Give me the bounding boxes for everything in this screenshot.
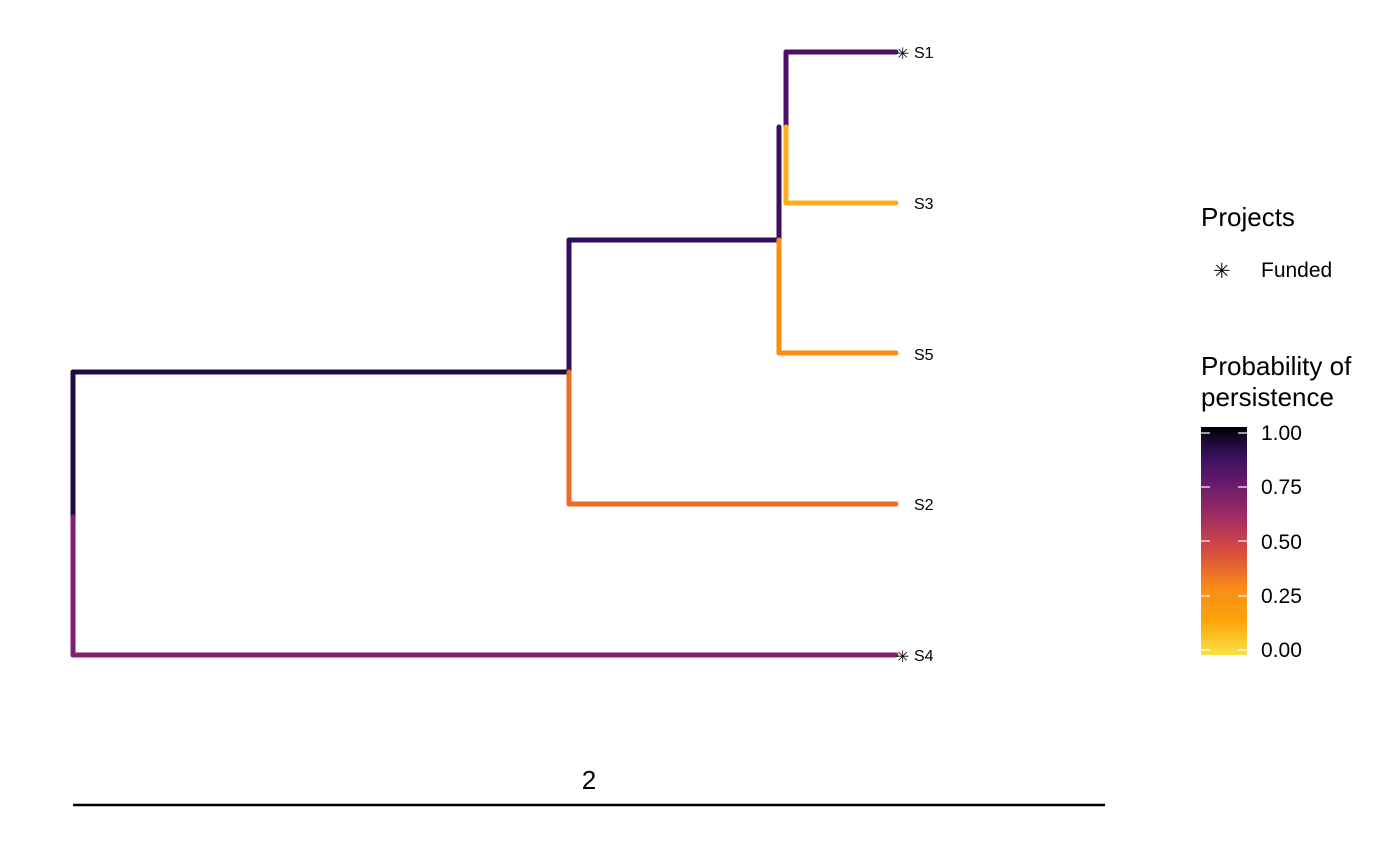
colorbar-tick-label-0.75: 0.75	[1261, 476, 1302, 499]
colorbar-tick-label-0.50: 0.50	[1261, 531, 1302, 554]
scale-bar-label: 2	[582, 765, 596, 795]
tip-label-s2: S2	[914, 497, 934, 514]
funded-marker-s4: ✳	[896, 649, 909, 666]
colorbar-ticks	[1201, 432, 1247, 651]
colorbar-tick-label-0.25: 0.25	[1261, 585, 1302, 608]
colorbar-title-line1: Probability of	[1201, 351, 1352, 381]
colorbar-tick-label-1.00: 1.00	[1261, 422, 1302, 445]
tip-label-s5: S5	[914, 347, 934, 364]
legend-projects-title: Projects	[1201, 202, 1295, 232]
tree-branches	[70, 49, 899, 658]
asterisk-icon: ✳	[1213, 260, 1231, 283]
tip-label-s3: S3	[914, 196, 934, 213]
tip-label-s4: S4	[914, 648, 934, 665]
scale-bar: 2	[73, 765, 1105, 807]
colorbar-tick-label-0.00: 0.00	[1261, 639, 1302, 662]
funded-marker-s1: ✳	[896, 46, 909, 63]
tip-label-s1: S1	[914, 45, 934, 62]
legend-funded-label: Funded	[1261, 259, 1332, 282]
tip-labels: ✳ S1 S3 S5 S2 ✳ S4	[896, 45, 934, 666]
legend: Projects ✳ Funded Probability of persist…	[1201, 202, 1352, 662]
colorbar-title-line2: persistence	[1201, 382, 1334, 412]
